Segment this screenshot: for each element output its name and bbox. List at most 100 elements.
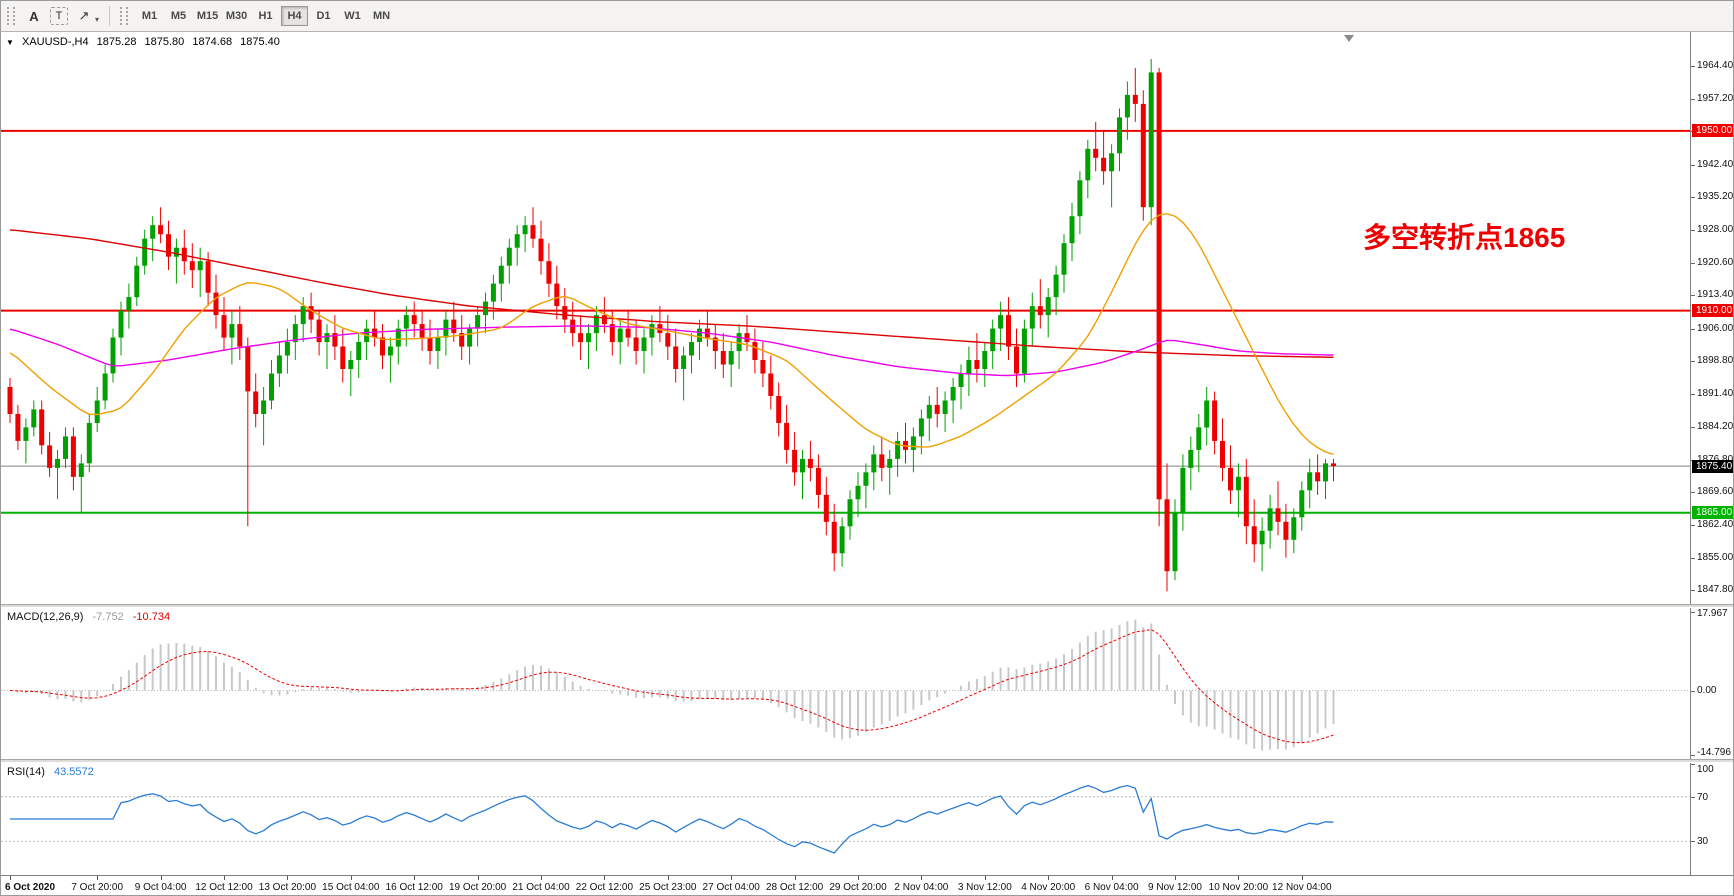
price-tick-label: 1920.60	[1697, 257, 1734, 268]
tf-button-W1[interactable]: W1	[344, 10, 361, 22]
time-label: 21 Oct 04:00	[512, 882, 570, 893]
time-label: 6 Nov 04:00	[1084, 882, 1139, 893]
time-tick-mark	[858, 876, 859, 880]
price-tick-label: 1869.60	[1697, 486, 1734, 498]
main-chart-plot[interactable]	[1, 32, 1690, 604]
time-tick-mark	[984, 876, 986, 880]
price-tick-label: 1957.20	[1697, 92, 1734, 104]
tf-button-M1[interactable]: M1	[141, 10, 158, 22]
ohlc-high: 1875.80	[144, 36, 185, 48]
price-tick-mark	[1691, 492, 1695, 494]
time-label: 9 Oct 04:00	[134, 882, 187, 893]
macd-signal-value: -10.734	[132, 611, 171, 623]
time-tick-mark	[921, 876, 923, 880]
time-label: 9 Nov 12:00	[1148, 882, 1202, 893]
time-tick-mark	[477, 876, 479, 880]
macd-panel[interactable]: MACD(12,26,9) -7.752 -10.734 17.967 0.00 -…	[1, 608, 1733, 759]
price-tag-1910.00: 1910.00	[1692, 304, 1733, 318]
price-tick-mark	[1691, 360, 1695, 362]
toolbar-grip[interactable]	[7, 7, 15, 25]
text-tool-button[interactable]: T	[50, 7, 68, 25]
time-axis[interactable]: 6 Oct 2020 7 Oct 20:00 9 Oct 04:00 12 Oct 1…	[1, 875, 1733, 895]
arrow-tool-dropdown-icon[interactable]: ▾	[95, 14, 100, 24]
time-label: 15 Oct 04:00	[322, 882, 380, 893]
time-tick-mark	[731, 876, 733, 880]
time-label: 25 Oct 23:00	[639, 882, 697, 893]
text-label-tool-button[interactable]: A	[29, 8, 39, 24]
tf-button-M15[interactable]: M15	[196, 10, 219, 22]
macd-label: MACD(12,26,9) -7.752 -10.734	[7, 611, 170, 623]
time-label: 28 Oct 12:00	[765, 882, 824, 893]
time-tick-mark	[1111, 876, 1113, 880]
time-label: 12 Nov 04:00	[1272, 882, 1332, 893]
time-label: 22 Oct 12:00	[575, 882, 634, 893]
macd-tick-label: -14.796	[1697, 747, 1731, 758]
toolbar: A T ↗ ▾ M1 M5 M15 M30 H1 H4 D1 W1 MN	[1, 1, 1733, 32]
chart-annotation: 多空转折点1865	[1363, 222, 1566, 253]
arrow-tool-button[interactable]: ↗	[78, 8, 90, 23]
time-tick-mark	[1238, 876, 1240, 880]
time-tick-mark	[160, 876, 162, 880]
time-tick-mark	[1048, 876, 1050, 880]
price-tick-mark	[1691, 524, 1695, 526]
price-tick-label: 1891.40	[1697, 388, 1734, 400]
price-tick-label: 1884.20	[1697, 420, 1734, 432]
tf-button-H4[interactable]: H4	[281, 6, 309, 26]
price-tick-mark	[1691, 165, 1695, 166]
rsi-axis[interactable]: 100 70 30	[1690, 763, 1733, 875]
tf-button-H1[interactable]: H1	[258, 10, 273, 22]
timeframe-toolbar-grip[interactable]	[120, 7, 129, 25]
price-tick-label: 1913.40	[1697, 289, 1734, 301]
macd-tick-mark	[1691, 612, 1695, 614]
rsi-tick-label: 30	[1697, 836, 1709, 848]
time-label: 12 Oct 12:00	[195, 882, 253, 893]
tf-button-M5[interactable]: M5	[170, 10, 187, 22]
time-tick-mark	[604, 876, 606, 880]
rsi-tick-label: 70	[1697, 791, 1709, 803]
tf-button-MN[interactable]: MN	[372, 10, 391, 22]
time-label: 7 Oct 20:00	[71, 882, 124, 893]
macd-axis[interactable]: 17.967 0.00 -14.796	[1690, 608, 1733, 759]
rsi-name: RSI(14)	[7, 766, 45, 778]
price-tick-mark	[1691, 66, 1695, 68]
tf-button-D1[interactable]: D1	[316, 10, 331, 22]
ma-slow-line	[9, 229, 1334, 358]
toolbar-separator	[109, 6, 111, 26]
ohlc-close: 1875.40	[240, 36, 280, 48]
tf-button-M30[interactable]: M30	[225, 10, 248, 22]
price-tick-label: 1876.80	[1697, 454, 1733, 465]
time-label: 27 Oct 04:00	[702, 882, 760, 893]
time-tick-mark	[97, 876, 99, 880]
main-chart-panel[interactable]: ▼ XAUUSD-,H4 1875.28 1875.80 1874.68 187…	[1, 32, 1734, 604]
macd-main-value: -7.752	[92, 611, 124, 623]
time-tick-mark	[541, 876, 542, 880]
price-axis[interactable]: 1964.40 1957.20 1950.00 1942.40 1935.20 1928.…	[1690, 32, 1734, 604]
rsi-panel[interactable]: RSI(14) 43.5572 100 70 30	[1, 763, 1733, 875]
time-label: 10 Nov 20:00	[1208, 882, 1269, 893]
time-tick-mark	[10, 876, 11, 880]
macd-name: MACD(12,26,9)	[7, 611, 84, 623]
chart-shift-marker[interactable]	[1344, 35, 1354, 42]
time-label: 16 Oct 12:00	[385, 882, 443, 893]
price-tick-mark	[1691, 98, 1695, 100]
time-label: 6 Oct 2020	[4, 882, 56, 893]
panel-splitter-macd[interactable]	[1, 604, 1733, 608]
symbol-collapse-icon[interactable]: ▼	[6, 38, 14, 47]
time-label: 4 Nov 20:00	[1021, 882, 1076, 893]
price-tick-mark	[1691, 328, 1695, 330]
macd-histogram	[16, 619, 1335, 751]
price-tick-label: 1942.40	[1697, 159, 1734, 170]
rsi-tick-label: 100	[1697, 764, 1714, 775]
macd-tick-mark	[1691, 690, 1695, 692]
macd-tick-mark	[1691, 755, 1695, 757]
ohlc-open: 1875.28	[96, 36, 137, 48]
price-tick-mark	[1691, 229, 1695, 231]
macd-plot[interactable]	[1, 608, 1690, 759]
panel-splitter-rsi[interactable]	[1, 759, 1733, 763]
rsi-plot[interactable]	[1, 763, 1690, 875]
price-tick-mark	[1691, 197, 1695, 199]
price-tick-mark	[1691, 263, 1695, 264]
rsi-tick-mark	[1691, 841, 1695, 843]
rsi-tick-mark	[1691, 764, 1695, 765]
